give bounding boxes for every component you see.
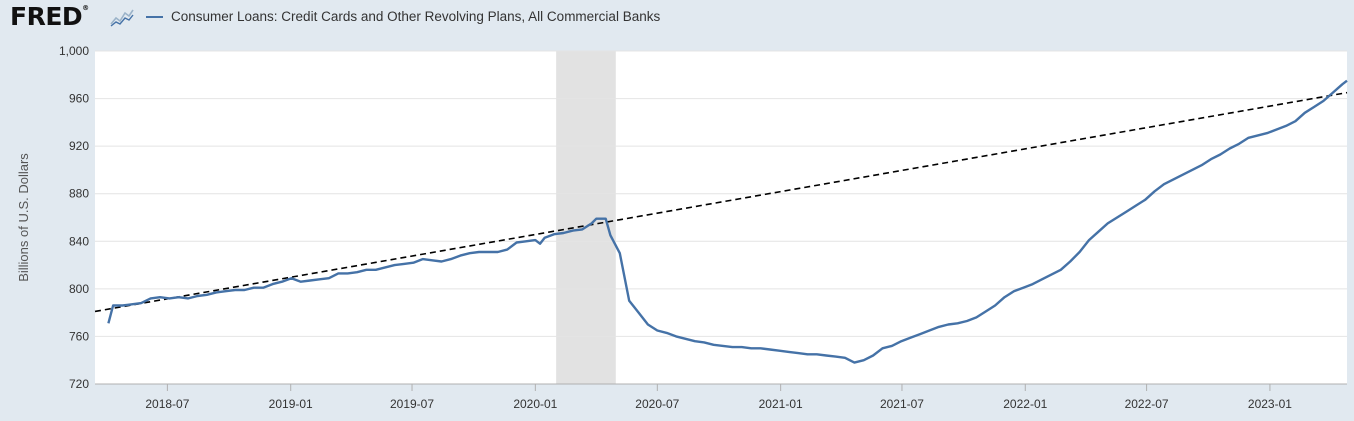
x-tick-label: 2019-01	[269, 397, 313, 411]
chart-header: FRED® Consumer Loans: Credit Cards and O…	[0, 0, 1354, 40]
plot-background	[95, 51, 1347, 384]
x-tick-label: 2023-01	[1248, 397, 1292, 411]
x-tick-label: 2020-07	[635, 397, 679, 411]
registered-mark: ®	[82, 4, 89, 12]
trendline	[94, 91, 1348, 313]
legend-label: Consumer Loans: Credit Cards and Other R…	[171, 9, 661, 24]
y-tick-label: 960	[69, 92, 89, 106]
legend-swatch	[146, 16, 163, 18]
x-tick-label: 2021-07	[880, 397, 924, 411]
y-tick-label: 1,000	[59, 44, 89, 58]
y-tick-label: 760	[69, 329, 89, 343]
y-axis-label: Billions of U.S. Dollars	[16, 153, 31, 282]
y-tick-label: 920	[69, 139, 89, 153]
x-tick-label: 2018-07	[145, 397, 189, 411]
y-tick-label: 720	[69, 377, 89, 391]
x-axis-ticks: 2018-07 2019-01 2019-07 2020-01 2020-07 2021-…	[145, 384, 1292, 411]
grid-lines	[95, 50, 1347, 385]
series-line-credit-card-loans	[107, 79, 1348, 364]
recession-band	[556, 51, 616, 384]
y-tick-label: 840	[69, 234, 89, 248]
recession-band-group	[556, 51, 616, 384]
x-tick-label: 2019-07	[390, 397, 434, 411]
x-tick-label: 2022-01	[1003, 397, 1047, 411]
x-tick-label: 2022-07	[1125, 397, 1169, 411]
x-tick-label: 2020-01	[513, 397, 557, 411]
fred-logo-text: FRED	[10, 2, 83, 31]
y-tick-label: 880	[69, 187, 89, 201]
fred-logo[interactable]: FRED®	[10, 2, 89, 31]
line-chart-icon	[110, 7, 134, 27]
x-tick-label: 2021-01	[759, 397, 803, 411]
y-tick-label: 800	[69, 282, 89, 296]
y-axis-ticks: 720 760 800 840 880 920 960 1,000	[59, 44, 89, 391]
